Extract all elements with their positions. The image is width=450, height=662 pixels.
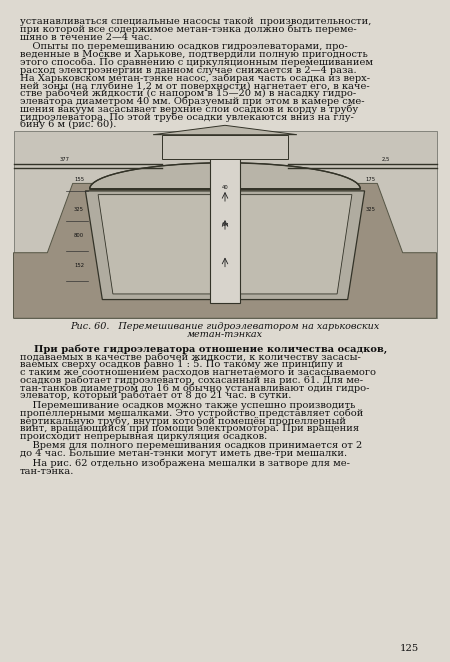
Text: 800: 800 [74, 234, 84, 238]
Text: расход электроэнергии в данном случае снижается в 2—4 раза.: расход электроэнергии в данном случае сн… [20, 66, 356, 75]
Bar [14, 131, 436, 318]
Bar [162, 134, 288, 159]
Text: Рис. 60.   Перемешивание гидроэлеватором на харьковских: Рис. 60. Перемешивание гидроэлеватором н… [70, 322, 380, 331]
Text: происходит непрерывная циркуляция осадков.: происходит непрерывная циркуляция осадко… [20, 432, 267, 440]
Text: элеватор, который работает от 8 до 21 час. в сутки.: элеватор, который работает от 8 до 21 ча… [20, 391, 291, 401]
Text: устанавливаться специальные насосы такой  производительности,: устанавливаться специальные насосы такой… [20, 17, 371, 26]
Text: этого способа. По сравнению с циркуляционным перемешиванием: этого способа. По сравнению с циркуляцио… [20, 58, 373, 68]
Text: 2,5: 2,5 [382, 156, 390, 162]
Polygon shape [98, 195, 352, 294]
Text: до 4 час. Большие метан-тэнки могут иметь две-три мешалки.: до 4 час. Большие метан-тэнки могут имет… [20, 449, 347, 458]
Text: Опыты по перемешиванию осадков гидроэлеваторами, про-: Опыты по перемешиванию осадков гидроэлев… [20, 42, 347, 52]
Text: При работе гидроэлеватора отношение количества осадков,: При работе гидроэлеватора отношение коли… [20, 344, 387, 354]
Text: гидроэлеватора. По этой трубе осадки увлекаются вниз на глу-: гидроэлеватора. По этой трубе осадки увл… [20, 112, 354, 122]
Text: веденные в Москве и Харькове, подтвердили полную пригодность: веденные в Москве и Харькове, подтвердил… [20, 50, 368, 59]
Text: На рис. 62 отдельно изображена мешалки в затворе для ме-: На рис. 62 отдельно изображена мешалки в… [20, 459, 350, 468]
Text: шяно в течение 2—4 час.: шяно в течение 2—4 час. [20, 32, 152, 42]
Text: вертикальную трубу, внутри которой помещён пропеллерный: вертикальную трубу, внутри которой помещ… [20, 416, 346, 426]
Text: осадков работает гидроэлеватор, сохасанный на рис. 61. Для ме-: осадков работает гидроэлеватор, сохасанн… [20, 375, 363, 385]
Text: стве рабочей жидкости (с напором в 15—20 м) в насадку гидро-: стве рабочей жидкости (с напором в 15—20… [20, 89, 356, 99]
Text: с таким же соотношением расходов нагнетаемого и засасываемого: с таким же соотношением расходов нагнета… [20, 367, 376, 377]
Text: 40: 40 [221, 185, 228, 189]
Polygon shape [86, 191, 365, 300]
Text: подаваемых в качестве рабочей жидкости, к количеству засасы-: подаваемых в качестве рабочей жидкости, … [20, 352, 361, 361]
Text: тан-танков диаметром до 16 м обычно устанавливают один гидро-: тан-танков диаметром до 16 м обычно уста… [20, 383, 369, 393]
Text: метан-тэнках: метан-тэнках [187, 330, 263, 339]
Text: 125: 125 [399, 644, 418, 653]
Text: ваемых сверху осадков равно 1 : 5. По такому же принципу и: ваемых сверху осадков равно 1 : 5. По та… [20, 360, 343, 369]
Text: ней зоны (на глубине 1,2 м от поверхности) нагнетает его, в каче-: ней зоны (на глубине 1,2 м от поверхност… [20, 81, 369, 91]
Bar [210, 134, 240, 303]
Text: тан-тэнка.: тан-тэнка. [20, 467, 74, 475]
Text: 152: 152 [74, 263, 84, 268]
Text: элеватора диаметром 40 мм. Образуемый при этом в камере сме-: элеватора диаметром 40 мм. Образуемый пр… [20, 97, 364, 106]
Polygon shape [14, 183, 436, 318]
Text: Время для полного перемешивания осадков принимается от 2: Время для полного перемешивания осадков … [20, 442, 362, 450]
Text: 175: 175 [366, 177, 376, 182]
Text: Перемешивание осадков можно также успешно производить: Перемешивание осадков можно также успешн… [20, 401, 355, 410]
Text: На Харьковском метан-тэнке насос, забирая часть осадка из верх-: На Харьковском метан-тэнке насос, забира… [20, 73, 370, 83]
Text: 325: 325 [366, 207, 376, 212]
Text: при которой все содержимое метан-тэнка должно быть переме-: при которой все содержимое метан-тэнка д… [20, 25, 356, 34]
Text: 377: 377 [59, 156, 69, 162]
Text: бину 6 м (рис. 60).: бину 6 м (рис. 60). [20, 120, 116, 129]
Text: шения вакуум засасывает верхние слои осадков и корду в трубу: шения вакуум засасывает верхние слои оса… [20, 105, 358, 114]
Text: 155: 155 [74, 177, 84, 182]
Text: 325: 325 [74, 207, 84, 212]
Polygon shape [90, 163, 360, 189]
Text: винт, вращающийся при помощи электромотора. При вращения: винт, вращающийся при помощи электромото… [20, 424, 359, 433]
Text: 6м: 6м [221, 222, 229, 227]
Polygon shape [153, 125, 297, 134]
Text: пропеллерными мешалками. Это устройство представляет собой: пропеллерными мешалками. Это устройство … [20, 408, 363, 418]
